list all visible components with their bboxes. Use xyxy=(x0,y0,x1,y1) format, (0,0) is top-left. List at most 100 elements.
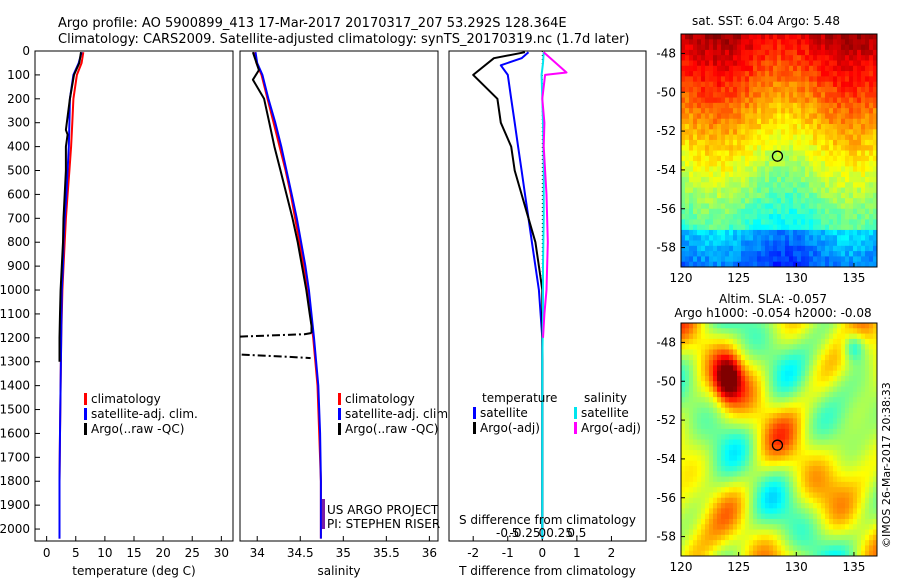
heatmap-cell xyxy=(757,92,762,98)
heatmap-cell xyxy=(741,344,746,350)
heatmap-cell xyxy=(733,434,738,440)
heatmap-cell xyxy=(705,465,710,472)
heatmap-cell xyxy=(789,391,794,398)
heatmap-cell xyxy=(701,450,706,456)
heatmap-cell xyxy=(813,118,818,125)
heatmap-cell xyxy=(741,439,746,446)
heatmap-cell xyxy=(861,534,866,541)
heatmap-cell xyxy=(713,513,718,520)
heatmap-cell xyxy=(681,129,686,136)
heatmap-cell xyxy=(781,550,786,557)
heatmap-cell xyxy=(729,444,734,451)
heatmap-cell xyxy=(717,198,722,204)
heatmap-cell xyxy=(817,34,822,40)
heatmap-cell xyxy=(757,97,762,104)
heatmap-cell xyxy=(845,113,850,120)
heatmap-cell xyxy=(717,492,722,499)
legend-swatch xyxy=(338,423,341,435)
heatmap-cell xyxy=(721,508,726,515)
heatmap-cell xyxy=(873,487,878,493)
heatmap-cell xyxy=(861,145,866,151)
heatmap-cell xyxy=(757,508,762,515)
heatmap-cell xyxy=(781,465,786,472)
heatmap-cell xyxy=(865,139,870,146)
heatmap-cell xyxy=(825,407,830,414)
heatmap-cell xyxy=(805,86,810,93)
heatmap-cell xyxy=(841,102,846,109)
heatmap-cell xyxy=(873,171,878,178)
heatmap-cell xyxy=(793,208,798,215)
heatmap-cell xyxy=(853,518,858,525)
heatmap-cell xyxy=(781,256,786,263)
heatmap-cell xyxy=(857,166,862,173)
heatmap-cell xyxy=(813,208,818,215)
heatmap-cell xyxy=(753,487,758,493)
heatmap-cell xyxy=(721,476,726,483)
heatmap-cell xyxy=(813,81,818,88)
heatmap-cell xyxy=(857,219,862,226)
heatmap-cell xyxy=(769,323,774,329)
heatmap-cell xyxy=(825,423,830,430)
heatmap-cell xyxy=(729,434,734,440)
heatmap-cell xyxy=(849,171,854,178)
heatmap-cell xyxy=(733,460,738,467)
heatmap-cell xyxy=(793,224,798,231)
heatmap-cell xyxy=(761,224,766,231)
x-tick-label: 130 xyxy=(785,271,808,285)
heatmap-cell xyxy=(685,434,690,440)
heatmap-cell xyxy=(773,81,778,88)
heatmap-cell xyxy=(745,155,750,162)
heatmap-cell xyxy=(725,235,730,241)
heatmap-cell xyxy=(821,508,826,515)
heatmap-cell xyxy=(853,524,858,530)
heatmap-cell xyxy=(865,365,870,372)
heatmap-cell xyxy=(837,39,842,45)
heatmap-cell xyxy=(829,60,834,67)
heatmap-cell xyxy=(725,460,730,467)
heatmap-cell xyxy=(749,92,754,98)
heatmap-cell xyxy=(745,198,750,204)
heatmap-cell xyxy=(697,203,702,210)
heatmap-cell xyxy=(873,365,878,372)
heatmap-cell xyxy=(765,365,770,372)
heatmap-cell xyxy=(789,518,794,525)
heatmap-cell xyxy=(833,176,838,183)
heatmap-cell xyxy=(693,224,698,231)
heatmap-cell xyxy=(805,365,810,372)
heatmap-cell xyxy=(741,423,746,430)
heatmap-cell xyxy=(701,86,706,93)
heatmap-cell xyxy=(853,176,858,183)
heatmap-cell xyxy=(725,476,730,483)
heatmap-cell xyxy=(681,492,686,499)
heatmap-cell xyxy=(717,150,722,157)
heatmap-cell xyxy=(689,413,694,419)
heatmap-cell xyxy=(869,508,874,515)
heatmap-cell xyxy=(717,402,722,409)
heatmap-cell xyxy=(757,434,762,440)
heatmap-cell xyxy=(761,360,766,366)
heatmap-cell xyxy=(817,161,822,167)
heatmap-cell xyxy=(785,60,790,67)
heatmap-cell xyxy=(765,86,770,93)
heatmap-cell xyxy=(681,39,686,45)
heatmap-cell xyxy=(841,108,846,114)
heatmap-cell xyxy=(701,118,706,125)
heatmap-cell xyxy=(873,407,878,414)
heatmap-cell xyxy=(733,450,738,456)
heatmap-cell xyxy=(749,171,754,178)
heatmap-cell xyxy=(841,455,846,462)
heatmap-cell xyxy=(757,219,762,226)
heatmap-cell xyxy=(745,224,750,231)
heatmap-cell xyxy=(761,44,766,51)
heatmap-cell xyxy=(769,391,774,398)
heatmap-cell xyxy=(737,375,742,382)
heatmap-cell xyxy=(805,413,810,419)
heatmap-cell xyxy=(869,65,874,72)
heatmap-cell xyxy=(789,492,794,499)
heatmap-cell xyxy=(817,245,822,252)
heatmap-cell xyxy=(753,503,758,509)
heatmap-cell xyxy=(789,465,794,472)
heatmap-cell xyxy=(761,187,766,194)
heatmap-cell xyxy=(801,391,806,398)
heatmap-cell xyxy=(681,134,686,141)
